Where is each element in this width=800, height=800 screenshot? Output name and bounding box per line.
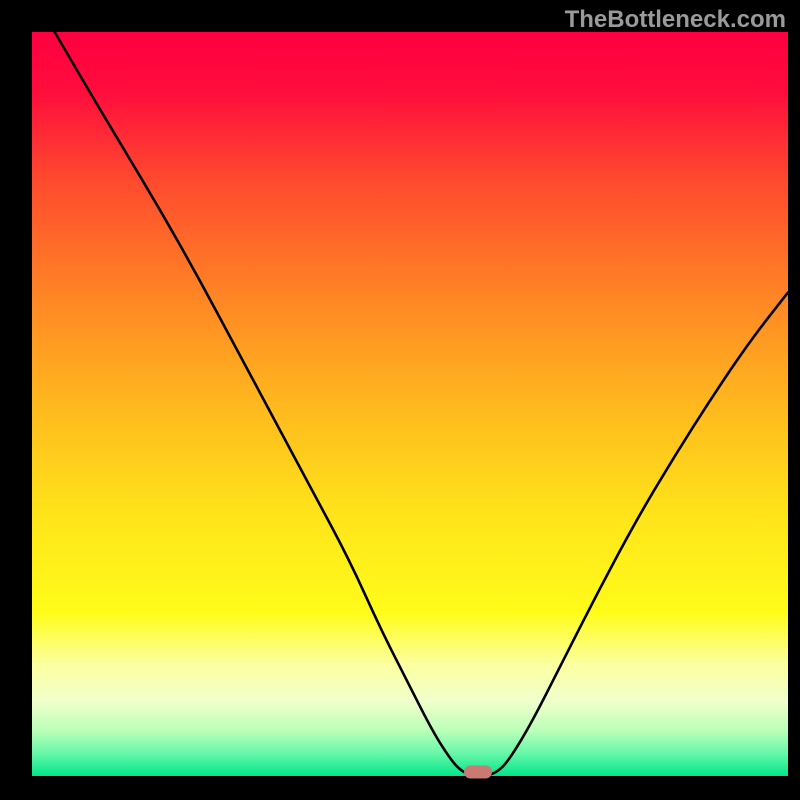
gradient-background	[32, 32, 788, 776]
optimal-marker	[464, 765, 492, 778]
plot-area	[32, 32, 788, 776]
bottleneck-chart: TheBottleneck.com	[0, 0, 800, 800]
watermark-text: TheBottleneck.com	[565, 6, 786, 34]
